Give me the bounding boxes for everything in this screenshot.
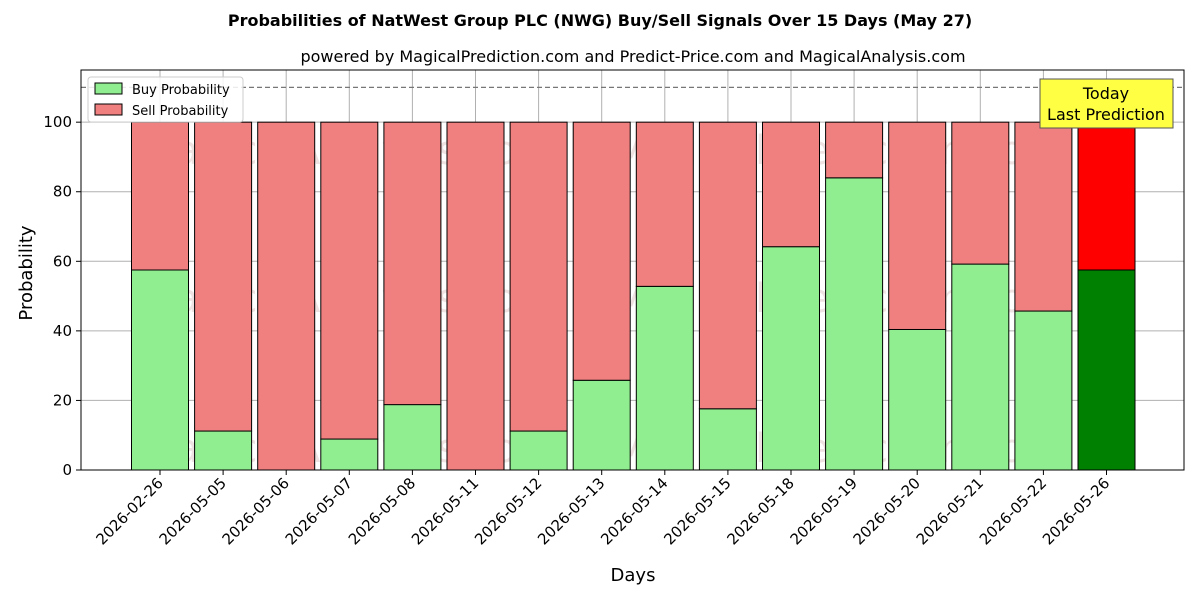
bar-buy-2026-05-12 — [509, 430, 568, 471]
x-tick-label: 2026-05-13 — [534, 474, 608, 548]
y-axis: 0 20 40 60 80 100 — [43, 113, 81, 479]
x-tick-label: 2026-05-19 — [787, 474, 861, 548]
x-tick-label: 2026-05-21 — [913, 474, 987, 548]
y-tick-label: 0 — [62, 461, 72, 479]
bar-buy-2026-05-22 — [1014, 310, 1073, 471]
x-tick-label: 2026-05-11 — [408, 474, 482, 548]
bar-sell-2026-05-11 — [446, 121, 505, 471]
x-tick-label: 2026-02-26 — [92, 474, 166, 548]
y-tick-label: 40 — [53, 322, 72, 340]
annotation-line2: Last Prediction — [1047, 105, 1165, 124]
bar-buy-2026-05-14 — [635, 285, 694, 471]
y-tick-label: 80 — [53, 183, 72, 201]
bar-buy-2026-05-08 — [383, 404, 442, 471]
legend: Buy Probability Sell Probability — [87, 76, 244, 123]
x-tick-label: 2026-05-22 — [976, 474, 1050, 548]
bar-sell-2026-05-22 — [1014, 121, 1073, 312]
legend-swatch-buy — [94, 82, 123, 95]
bar-sell-2026-05-21 — [951, 121, 1010, 265]
plot-frame — [80, 69, 1185, 471]
bar-buy-2026-05-13 — [572, 379, 631, 471]
y-axis-label: Probability — [16, 225, 37, 320]
bar-buy-2026-02-26 — [131, 269, 189, 471]
legend-box — [87, 76, 244, 123]
x-tick-label: 2026-05-12 — [471, 474, 545, 548]
bar-sell-2026-05-07 — [320, 121, 379, 440]
bars — [131, 121, 1136, 471]
chart-subtitle: powered by MagicalPrediction.com and Pre… — [300, 47, 965, 66]
x-tick-label: 2026-05-07 — [282, 474, 356, 548]
y-tick-label: 60 — [53, 252, 72, 270]
y-tick-label: 100 — [43, 113, 72, 131]
bar-sell-2026-05-14 — [635, 121, 694, 287]
x-tick-label: 2026-05-20 — [850, 474, 924, 548]
bar-sell-2026-05-18 — [762, 121, 820, 248]
bar-sell-2026-05-12 — [509, 121, 568, 432]
bar-sell-2026-05-13 — [572, 121, 631, 381]
bar-buy-2026-05-15 — [698, 408, 757, 471]
bar-sell-2026-05-08 — [383, 121, 442, 406]
chart-title: Probabilities of NatWest Group PLC (NWG)… — [228, 11, 972, 30]
annotation-line1: Today — [1082, 84, 1129, 103]
bar-sell-2026-02-26 — [131, 121, 189, 271]
y-tick-label: 20 — [53, 391, 72, 409]
x-tick-label: 2026-05-26 — [1039, 474, 1113, 548]
x-axis: 2026-02-262026-05-052026-05-062026-05-07… — [92, 470, 1113, 548]
x-tick-label: 2026-05-15 — [660, 474, 734, 548]
x-tick-label: 2026-05-18 — [723, 474, 797, 548]
x-tick-label: 2026-05-08 — [345, 474, 419, 548]
bar-sell-2026-05-26 — [1077, 121, 1136, 271]
bar-sell-2026-05-15 — [698, 121, 757, 410]
annotation-box — [1039, 78, 1174, 129]
bar-sell-2026-05-06 — [257, 121, 316, 471]
bar-sell-2026-05-19 — [825, 121, 884, 179]
x-tick-label: 2026-05-14 — [597, 474, 671, 548]
bar-sell-2026-05-05 — [194, 121, 253, 432]
bar-sell-2026-05-20 — [888, 121, 947, 330]
legend-swatch-sell — [94, 103, 123, 116]
x-tick-label: 2026-05-05 — [156, 474, 230, 548]
x-tick-label: 2026-05-06 — [219, 474, 293, 548]
legend-label-buy: Buy Probability — [132, 83, 230, 98]
bar-buy-2026-05-05 — [194, 430, 253, 471]
today-annotation: Today Last Prediction — [1039, 78, 1174, 129]
bar-buy-2026-05-19 — [825, 177, 884, 471]
bar-buy-2026-05-07 — [320, 438, 379, 471]
bar-buy-2026-05-18 — [762, 246, 820, 471]
legend-label-sell: Sell Probability — [132, 104, 229, 119]
bar-buy-2026-05-21 — [951, 263, 1010, 471]
bar-buy-2026-05-20 — [888, 328, 947, 471]
x-axis-label: Days — [611, 565, 656, 586]
bar-buy-2026-05-26 — [1077, 269, 1136, 471]
